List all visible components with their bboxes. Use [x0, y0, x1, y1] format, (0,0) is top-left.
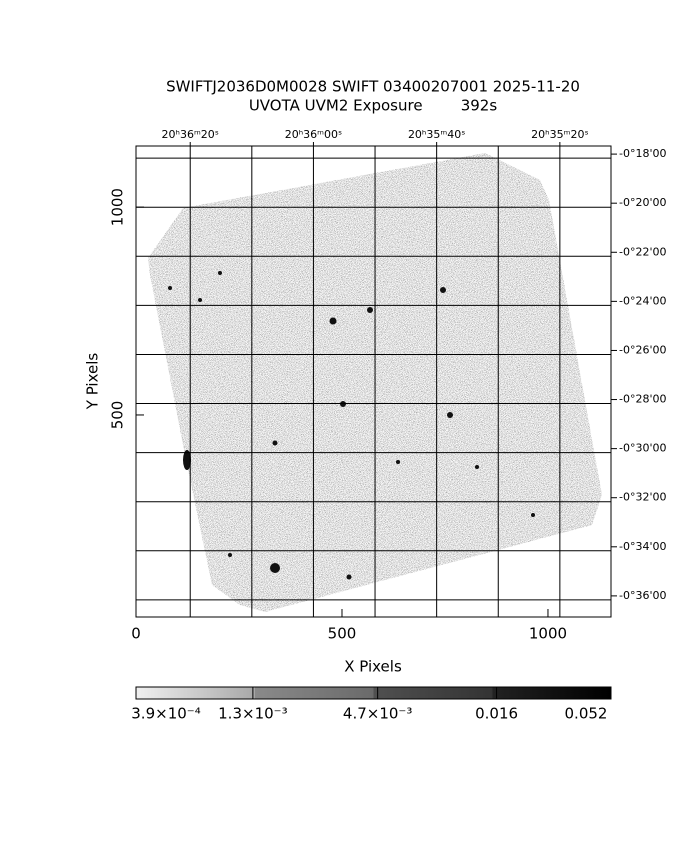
x2-tick-label: 20ʰ35ᵐ20ˢ — [531, 128, 588, 141]
chart-subtitle: UVOTA UVM2 Exposure 392s — [249, 97, 498, 115]
colorbar-tick-label: 0.052 — [565, 705, 608, 723]
x2-tick-label: 20ʰ35ᵐ40ˢ — [408, 128, 465, 141]
x-axis-label: X Pixels — [344, 658, 402, 676]
colorbar-tick-label: 0.016 — [475, 705, 518, 723]
plot-frame — [135, 145, 612, 618]
x-tick-label: 0 — [131, 625, 141, 643]
y2-tick-label: -0°26'00 — [619, 343, 667, 356]
y-tick-label: 1000 — [109, 188, 127, 226]
y2-tick-label: -0°34'00 — [619, 540, 667, 553]
y2-tick-label: -0°24'00 — [619, 294, 667, 307]
y2-tick-label: -0°28'00 — [619, 393, 667, 406]
chart-title: SWIFTJ2036D0M0028 SWIFT 03400207001 2025… — [166, 78, 580, 96]
x2-tick-label: 20ʰ36ᵐ00ˢ — [285, 128, 342, 141]
y2-tick-label: -0°30'00 — [619, 442, 667, 455]
y2-tick-label: -0°18'00 — [619, 147, 667, 160]
colorbar-tick-label: 1.3×10⁻³ — [218, 705, 287, 723]
y-axis-label: Y Pixels — [84, 353, 102, 411]
y2-tick-label: -0°36'00 — [619, 589, 667, 602]
colorbar-tick-label: 4.7×10⁻³ — [343, 705, 412, 723]
y2-tick-label: -0°32'00 — [619, 491, 667, 504]
x2-tick-label: 20ʰ36ᵐ20ˢ — [162, 128, 219, 141]
y2-tick-label: -0°20'00 — [619, 196, 667, 209]
colorbar — [135, 686, 612, 700]
y2-tick-label: -0°22'00 — [619, 245, 667, 258]
y-tick-label: 500 — [109, 401, 127, 430]
x-tick-label: 500 — [328, 625, 357, 643]
x-tick-label: 1000 — [529, 625, 567, 643]
sources — [168, 271, 535, 580]
colorbar-tick-label: 3.9×10⁻⁴ — [131, 705, 200, 723]
